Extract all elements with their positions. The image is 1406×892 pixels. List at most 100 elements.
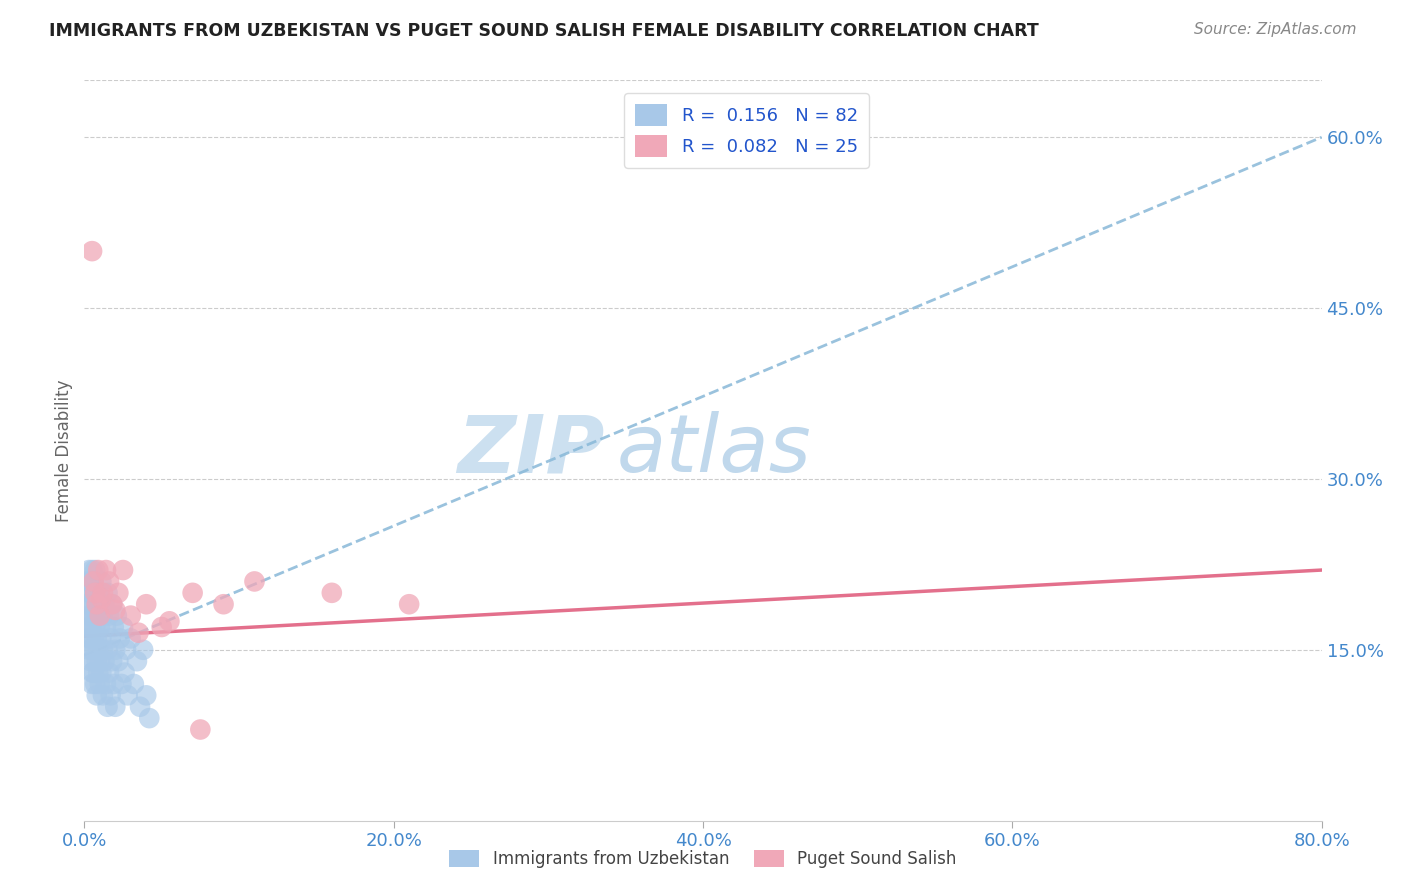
Point bbox=[90, 632, 112, 646]
Point bbox=[82, 677, 104, 691]
Point bbox=[83, 665, 105, 680]
Point bbox=[159, 615, 180, 629]
Point bbox=[82, 244, 104, 259]
Point bbox=[76, 574, 98, 589]
Y-axis label: Female Disability: Female Disability bbox=[55, 379, 73, 522]
Point bbox=[90, 665, 112, 680]
Point bbox=[89, 608, 111, 623]
Point bbox=[243, 574, 266, 589]
Point bbox=[82, 620, 104, 634]
Point bbox=[89, 597, 111, 611]
Point bbox=[83, 654, 105, 668]
Point bbox=[84, 642, 107, 657]
Point bbox=[181, 586, 204, 600]
Point bbox=[87, 665, 110, 680]
Point bbox=[120, 632, 142, 646]
Point bbox=[89, 620, 111, 634]
Point bbox=[84, 608, 107, 623]
Text: Source: ZipAtlas.com: Source: ZipAtlas.com bbox=[1194, 22, 1357, 37]
Point bbox=[83, 597, 105, 611]
Point bbox=[98, 665, 121, 680]
Point bbox=[87, 586, 110, 600]
Point bbox=[91, 586, 114, 600]
Point bbox=[107, 654, 129, 668]
Point bbox=[79, 574, 101, 589]
Point bbox=[138, 711, 160, 725]
Point bbox=[86, 597, 108, 611]
Point bbox=[122, 677, 145, 691]
Point bbox=[103, 620, 125, 634]
Point bbox=[96, 699, 118, 714]
Point bbox=[87, 608, 110, 623]
Point bbox=[135, 689, 157, 703]
Point bbox=[76, 620, 98, 634]
Point bbox=[77, 608, 100, 623]
Point bbox=[112, 563, 135, 577]
Point bbox=[94, 563, 117, 577]
Text: ZIP: ZIP bbox=[457, 411, 605, 490]
Point bbox=[115, 642, 138, 657]
Point bbox=[93, 654, 115, 668]
Point bbox=[86, 654, 108, 668]
Point bbox=[100, 632, 122, 646]
Point bbox=[91, 608, 114, 623]
Point bbox=[104, 699, 127, 714]
Point bbox=[101, 597, 124, 611]
Point bbox=[86, 689, 108, 703]
Point bbox=[105, 608, 128, 623]
Point bbox=[212, 597, 235, 611]
Point bbox=[101, 654, 124, 668]
Point bbox=[79, 597, 101, 611]
Point bbox=[100, 689, 122, 703]
Point bbox=[110, 677, 132, 691]
Point bbox=[83, 632, 105, 646]
Point bbox=[94, 620, 117, 634]
Point bbox=[132, 642, 155, 657]
Point bbox=[89, 677, 111, 691]
Point bbox=[98, 608, 121, 623]
Point bbox=[79, 632, 101, 646]
Point bbox=[84, 563, 107, 577]
Point bbox=[104, 642, 127, 657]
Point bbox=[98, 574, 121, 589]
Point bbox=[86, 597, 108, 611]
Point bbox=[84, 586, 107, 600]
Point bbox=[77, 642, 100, 657]
Point bbox=[120, 608, 142, 623]
Point bbox=[101, 597, 124, 611]
Point bbox=[87, 563, 110, 577]
Point bbox=[86, 632, 108, 646]
Point bbox=[82, 586, 104, 600]
Text: atlas: atlas bbox=[616, 411, 811, 490]
Point bbox=[91, 689, 114, 703]
Point bbox=[91, 642, 114, 657]
Point bbox=[77, 563, 100, 577]
Point bbox=[79, 654, 101, 668]
Point bbox=[108, 632, 131, 646]
Point bbox=[90, 591, 112, 606]
Point bbox=[84, 677, 107, 691]
Point bbox=[82, 665, 104, 680]
Point bbox=[135, 597, 157, 611]
Point bbox=[117, 689, 139, 703]
Point bbox=[398, 597, 420, 611]
Point bbox=[79, 620, 101, 634]
Point bbox=[82, 608, 104, 623]
Point bbox=[90, 574, 112, 589]
Point bbox=[77, 586, 100, 600]
Point bbox=[94, 677, 117, 691]
Point bbox=[103, 677, 125, 691]
Point bbox=[114, 665, 136, 680]
Point bbox=[127, 625, 149, 640]
Point bbox=[83, 608, 105, 623]
Point bbox=[104, 603, 127, 617]
Point bbox=[87, 642, 110, 657]
Point bbox=[96, 586, 118, 600]
Point bbox=[93, 597, 115, 611]
Point bbox=[107, 586, 129, 600]
Point bbox=[112, 620, 135, 634]
Point bbox=[188, 723, 211, 737]
Point bbox=[96, 642, 118, 657]
Point bbox=[83, 574, 105, 589]
Point bbox=[82, 642, 104, 657]
